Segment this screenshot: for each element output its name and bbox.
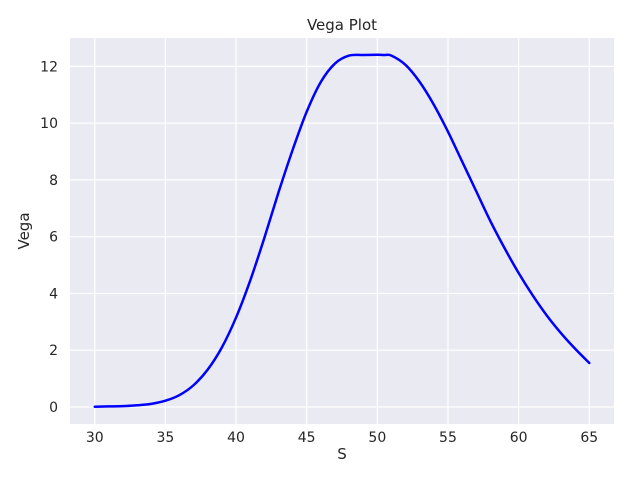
x-axis-label: S	[337, 445, 347, 463]
y-tick-label: 0	[49, 400, 58, 416]
y-tick-label: 8	[49, 173, 58, 189]
x-tick-label: 65	[580, 430, 598, 446]
x-tick-label: 60	[510, 430, 528, 446]
vega-series-line	[93, 53, 591, 408]
grid	[70, 38, 614, 424]
y-tick-label: 12	[40, 59, 58, 75]
y-tick-label: 2	[49, 343, 58, 359]
y-tick-label: 6	[49, 230, 58, 246]
y-tick-label: 10	[40, 116, 58, 132]
x-tick-label: 30	[86, 430, 104, 446]
x-tick-labels: 30 35 40 45 50 55 60 65	[86, 430, 598, 446]
x-tick-label: 55	[439, 430, 457, 446]
plot-area	[70, 38, 614, 424]
x-tick-label: 35	[156, 430, 174, 446]
x-tick-label: 50	[368, 430, 386, 446]
y-tick-label: 4	[49, 286, 58, 302]
y-axis-label: Vega	[15, 212, 33, 249]
chart-title: Vega Plot	[307, 16, 377, 34]
x-tick-label: 45	[298, 430, 316, 446]
x-tick-label: 40	[227, 430, 245, 446]
y-tick-labels: 0 2 4 6 8 10 12	[40, 59, 58, 416]
